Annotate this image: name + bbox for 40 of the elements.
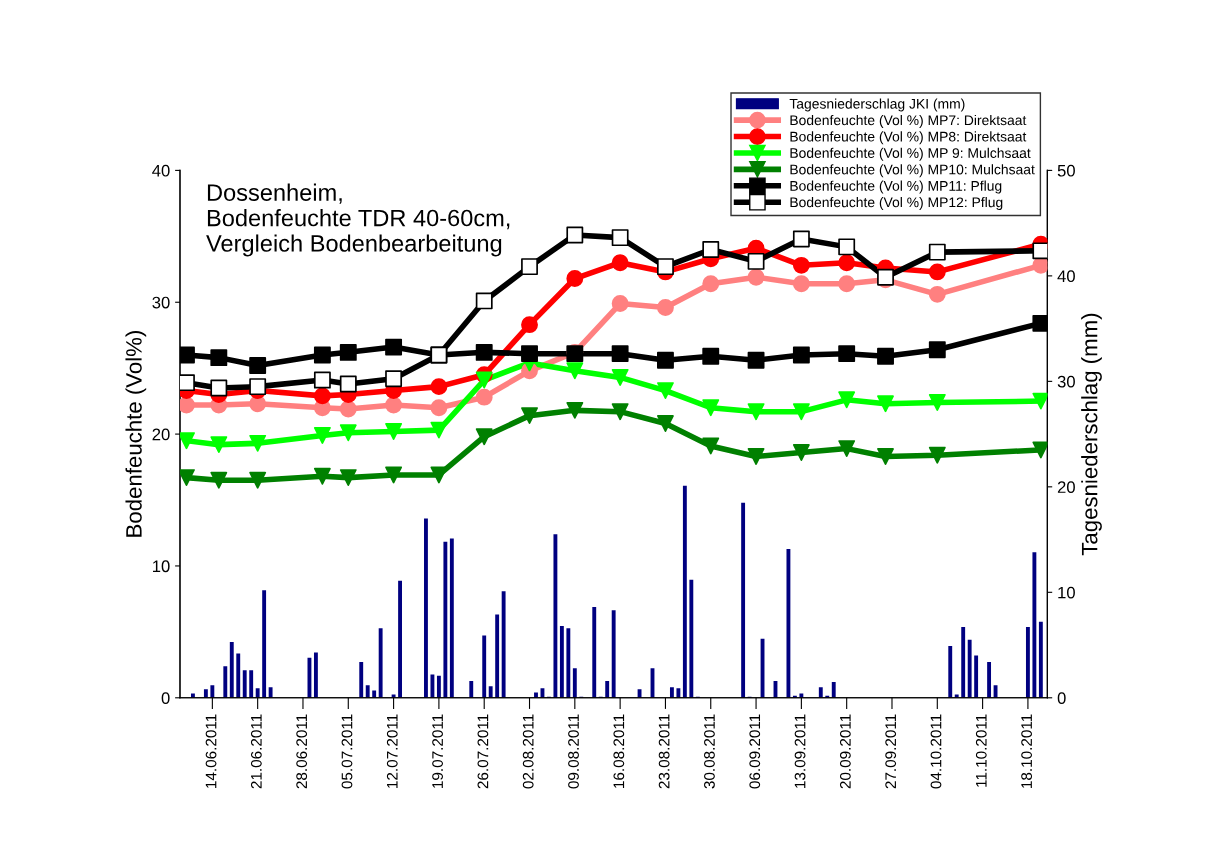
- x-tick-label: 20.09.2011: [839, 714, 851, 789]
- x-tick-label: 27.09.2011: [885, 714, 897, 789]
- y-tick-label: 40: [152, 164, 170, 177]
- legend-label: Bodenfeuchte (Vol %) MP7: Direktsaat: [790, 114, 1027, 128]
- y2-tick-label: 10: [1058, 586, 1075, 599]
- legend-label: Bodenfeuchte (Vol %) MP11: Pflug: [790, 180, 1002, 194]
- x-tick-label: 02.08.2011: [522, 714, 534, 789]
- y2-tick-label: 20: [1057, 481, 1075, 494]
- y-tick-label: 10: [153, 560, 170, 573]
- y2-axis-title: Tagesniederschlag (mm): [1081, 313, 1102, 556]
- x-tick-label: 05.07.2011: [341, 714, 353, 789]
- legend-label: Tagesniederschlag JKI (mm): [789, 98, 965, 112]
- x-tick-label: 18.10.2011: [1021, 714, 1033, 788]
- y-tick-label: 30: [152, 296, 170, 309]
- x-tick-label: 13.09.2011: [794, 714, 806, 788]
- x-tick-label: 11.10.2011: [975, 714, 987, 787]
- x-tick-label: 30.08.2011: [704, 714, 715, 789]
- legend-label: Bodenfeuchte (Vol %) MP10: Mulchsaat: [790, 164, 1035, 178]
- x-tick-label: 09.08.2011: [568, 714, 579, 789]
- y-tick-label: 20: [152, 428, 170, 441]
- text: Dossenheim, Bodenfeuchte TDR 40-60cm, Vergleich Bodenbearbeitung: [206, 183, 510, 257]
- legend-label: Bodenfeuchte (Vol %) MP 9: Mulchsaat: [790, 147, 1031, 161]
- x-tick-label: 28.06.2011: [296, 714, 308, 789]
- legend-label: Bodenfeuchte (Vol %) MP12: Pflug: [790, 197, 1003, 210]
- legend-label: Bodenfeuchte (Vol %) MP8: Direktsaat: [790, 131, 1027, 145]
- x-tick-label: 16.08.2011: [613, 714, 625, 788]
- y2-tick-label: 50: [1057, 164, 1075, 177]
- y2-tick-label: 40: [1057, 270, 1075, 283]
- x-tick-label: 14.06.2011: [205, 714, 217, 788]
- x-tick-label: 26.07.2011: [477, 714, 489, 789]
- x-tick-label: 23.08.2011: [658, 714, 670, 789]
- y-tick-label: 0: [161, 692, 170, 704]
- y-axis-title: Bodenfeuchte (Vol%): [125, 331, 147, 537]
- x-tick-label: 12.07.2011: [386, 714, 398, 788]
- x-tick-label: 06.09.2011: [749, 714, 761, 789]
- y2-tick-label: 30: [1057, 375, 1075, 388]
- x-tick-label: 04.10.2011: [930, 714, 942, 789]
- y2-tick-label: 0: [1057, 692, 1066, 704]
- x-tick-label: 21.06.2011: [250, 714, 262, 789]
- x-tick-label: 19.07.2011: [432, 714, 443, 788]
